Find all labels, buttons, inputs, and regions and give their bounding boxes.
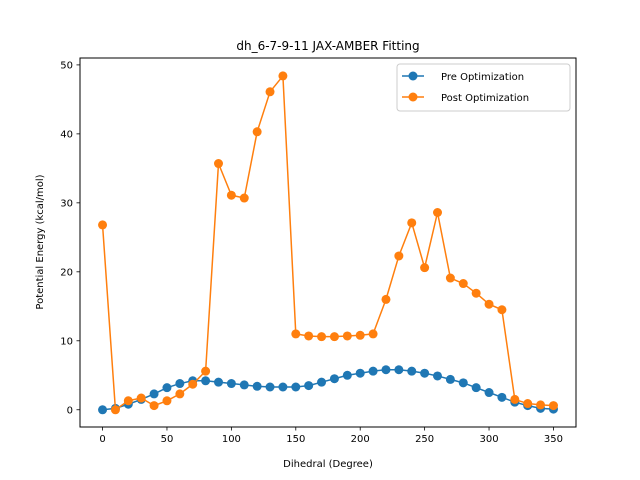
data-point [394, 365, 404, 375]
x-tick-label: 100 [222, 434, 241, 445]
data-point [110, 405, 120, 415]
y-tick-label: 10 [60, 336, 73, 347]
legend-box [396, 63, 571, 112]
data-point [265, 87, 275, 97]
data-point [149, 401, 159, 411]
series-post-optimization [98, 71, 558, 415]
x-tick-label: 50 [161, 434, 174, 445]
data-point [497, 305, 507, 315]
data-point [239, 193, 249, 203]
data-point [458, 378, 468, 388]
data-point [162, 396, 172, 406]
data-point [162, 383, 172, 393]
data-point [213, 377, 223, 387]
data-point [523, 399, 533, 409]
x-axis-label: Dihedral (Degree) [283, 459, 373, 470]
chart-title: dh_6-7-9-11 JAX-AMBER Fitting [236, 39, 419, 53]
x-tick-label: 0 [99, 434, 105, 445]
data-point [201, 366, 211, 376]
data-point [368, 366, 378, 376]
data-point [123, 396, 133, 406]
data-point [368, 329, 378, 339]
y-tick-label: 40 [60, 129, 73, 140]
data-point [497, 392, 507, 402]
data-point [329, 332, 339, 342]
data-point [420, 368, 430, 378]
legend-marker-pre [408, 71, 418, 81]
data-point [291, 329, 301, 339]
data-point [548, 401, 558, 411]
data-point [342, 370, 352, 380]
series-pre-optimization [98, 365, 558, 415]
data-point [226, 190, 236, 200]
data-point [355, 330, 365, 340]
data-point [471, 383, 481, 393]
data-point [433, 207, 443, 217]
data-point [471, 288, 481, 298]
data-point [394, 251, 404, 261]
plot-frame [79, 57, 577, 428]
data-point [226, 379, 236, 389]
data-point [381, 294, 391, 304]
legend-label-post: Post Optimization [441, 93, 529, 104]
data-point [291, 382, 301, 392]
data-point [201, 376, 211, 386]
data-point [136, 393, 146, 403]
data-point [304, 331, 314, 341]
x-tick-label: 150 [286, 434, 305, 445]
data-point [213, 159, 223, 169]
data-point [433, 371, 443, 381]
y-tick-label: 30 [60, 198, 73, 209]
data-point [445, 374, 455, 384]
data-point [304, 381, 314, 391]
y-tick-label: 20 [60, 267, 73, 278]
data-point [317, 377, 327, 387]
data-point [175, 389, 185, 399]
data-point [355, 368, 365, 378]
y-axis-label: Potential Energy (kcal/mol) [35, 174, 46, 309]
data-point [381, 365, 391, 375]
data-point [510, 394, 520, 404]
legend-marker-post [408, 92, 418, 102]
plot-area [80, 58, 576, 427]
x-axis-ticks: 0 50 100 150 200 250 300 350 [99, 427, 563, 445]
legend: Pre Optimization Post Optimization [396, 63, 571, 112]
data-point [484, 388, 494, 398]
data-point [188, 379, 198, 389]
data-point [149, 389, 159, 399]
data-point [278, 382, 288, 392]
x-tick-label: 300 [479, 434, 498, 445]
data-point [407, 366, 417, 376]
x-tick-label: 250 [415, 434, 434, 445]
x-tick-label: 200 [351, 434, 370, 445]
y-tick-label: 50 [60, 60, 73, 71]
y-tick-label: 0 [67, 405, 73, 416]
data-point [239, 380, 249, 390]
data-point [317, 332, 327, 342]
data-point [98, 220, 108, 230]
data-point [252, 127, 262, 137]
data-point [98, 405, 108, 415]
data-point [420, 263, 430, 273]
legend-label-pre: Pre Optimization [441, 72, 524, 83]
data-point [536, 400, 546, 410]
data-point [484, 299, 494, 309]
data-point [342, 331, 352, 341]
data-point [329, 374, 339, 384]
data-point [407, 218, 417, 228]
data-point [278, 71, 288, 81]
data-point [252, 381, 262, 391]
x-tick-label: 350 [544, 434, 563, 445]
data-point [458, 279, 468, 289]
data-point [175, 379, 185, 389]
series-layer [98, 71, 558, 415]
data-point [445, 273, 455, 283]
data-point [265, 382, 275, 392]
y-axis-ticks: 0 10 20 30 40 50 [60, 60, 80, 416]
